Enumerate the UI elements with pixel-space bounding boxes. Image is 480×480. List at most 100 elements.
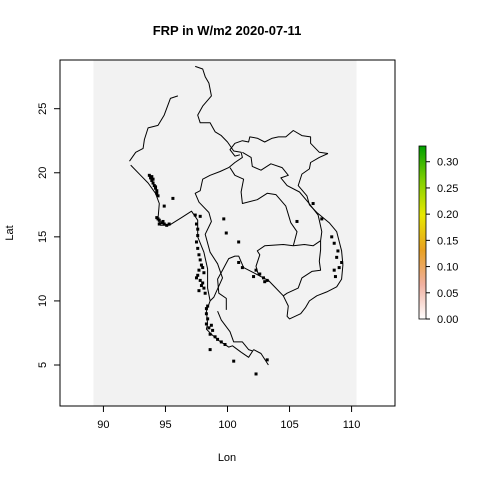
legend-colorbar (418, 145, 427, 320)
fire-pixel (295, 219, 299, 223)
fire-pixel (265, 358, 269, 362)
y-tick-label: 15 (37, 231, 49, 243)
boundary-line (253, 349, 269, 366)
fire-pixel (162, 204, 166, 208)
fire-pixel (151, 177, 155, 181)
fire-pixel (224, 231, 228, 235)
legend-tick-label: 0.20 (437, 209, 458, 221)
x-axis-label: Lon (218, 452, 236, 464)
fire-pixel (211, 328, 215, 332)
color-legend: 0.00 0.05 0.10 0.15 0.20 0.25 0.30 (418, 145, 458, 326)
fire-pixel (199, 284, 203, 288)
fire-pixel (193, 213, 197, 217)
fire-pixel (162, 222, 166, 226)
fire-pixel (198, 214, 202, 218)
fire-pixel (330, 235, 334, 239)
x-tick-label: 105 (280, 419, 298, 431)
fire-pixel (155, 191, 159, 195)
y-axis-label: Lat (4, 225, 16, 240)
fire-pixel (196, 246, 200, 250)
boundary-line (255, 244, 294, 276)
fire-pixel (320, 217, 324, 221)
boundary-line (229, 130, 329, 157)
fire-pixel (206, 317, 210, 321)
fire-pixel (194, 222, 198, 226)
boundary-line (130, 164, 211, 301)
x-tick-label: 95 (159, 419, 171, 431)
fire-pixel (157, 222, 161, 226)
fire-pixel (197, 289, 201, 293)
fire-pixel (232, 359, 236, 363)
fire-pixel (196, 273, 200, 277)
fire-pixel (222, 217, 226, 221)
boundary-line (217, 255, 259, 310)
fire-pixel (154, 185, 158, 189)
x-tick-label: 110 (343, 419, 361, 431)
fire-pixel (237, 260, 241, 264)
legend-tick-label: 0.05 (437, 288, 458, 300)
fire-pixel (254, 268, 258, 272)
fire-pixel (197, 253, 201, 257)
legend-tick-label: 0.10 (437, 262, 458, 274)
country-boundaries (129, 65, 344, 366)
fire-pixel (335, 255, 339, 259)
legend-tick-label: 0.30 (437, 157, 458, 169)
fire-pixel (156, 194, 160, 198)
y-tick-label: 10 (37, 295, 49, 307)
fire-pixel (240, 266, 244, 270)
y-tick-label: 25 (37, 103, 49, 115)
y-axis: 5 10 15 20 25 (37, 103, 60, 368)
boundary-line (240, 349, 255, 358)
fire-pixel (151, 181, 155, 185)
fire-pixel (155, 189, 159, 193)
fire-pixel (202, 271, 206, 275)
fire-pixel (258, 272, 262, 276)
fire-pixel (167, 222, 171, 226)
fire-pixel (207, 326, 211, 330)
x-tick-label: 100 (218, 419, 236, 431)
y-tick-label: 5 (37, 362, 49, 368)
fire-pixel (254, 372, 258, 376)
boundary-line (129, 95, 179, 162)
fire-pixel (194, 240, 198, 244)
fire-pixel (197, 268, 201, 272)
fire-pixel (340, 260, 344, 264)
fire-pixel (252, 275, 256, 279)
fire-pixel (203, 291, 207, 295)
x-tick-label: 90 (97, 419, 109, 431)
fire-pixel (204, 322, 208, 326)
fire-pixel (199, 263, 203, 267)
boundary-line (283, 240, 322, 297)
fire-pixel (202, 286, 206, 290)
fire-pixel (209, 323, 213, 327)
legend-tick-label: 0.00 (437, 314, 458, 326)
boundary-line (205, 300, 242, 353)
legend-tick-label: 0.15 (437, 235, 458, 247)
chart-title: FRP in W/m2 2020-07-11 (153, 23, 302, 38)
fire-pixel (198, 278, 202, 282)
fire-pixel (263, 280, 267, 284)
boundary-line (242, 151, 323, 241)
fire-pixel (311, 202, 315, 206)
x-axis: 90 95 100 105 110 (97, 406, 360, 431)
fire-pixel (194, 276, 198, 280)
fire-pixel (206, 304, 210, 308)
boundary-line (258, 274, 284, 297)
boundary-line (217, 311, 253, 352)
fire-pixel (201, 281, 205, 285)
fire-pixel (171, 196, 175, 200)
fire-pixel (208, 348, 212, 352)
fire-pixel (161, 219, 165, 223)
fire-pixel (237, 240, 241, 244)
fire-pixel (265, 278, 269, 282)
fire-pixel (332, 268, 336, 272)
fire-pixel (204, 307, 208, 311)
fire-pixel (198, 258, 202, 262)
fire-pixel (208, 332, 212, 336)
y-tick-label: 20 (37, 167, 49, 179)
boundary-line (293, 240, 321, 247)
fire-pixel (336, 249, 340, 253)
fire-pixel (201, 266, 205, 270)
fire-pixel (150, 175, 154, 179)
